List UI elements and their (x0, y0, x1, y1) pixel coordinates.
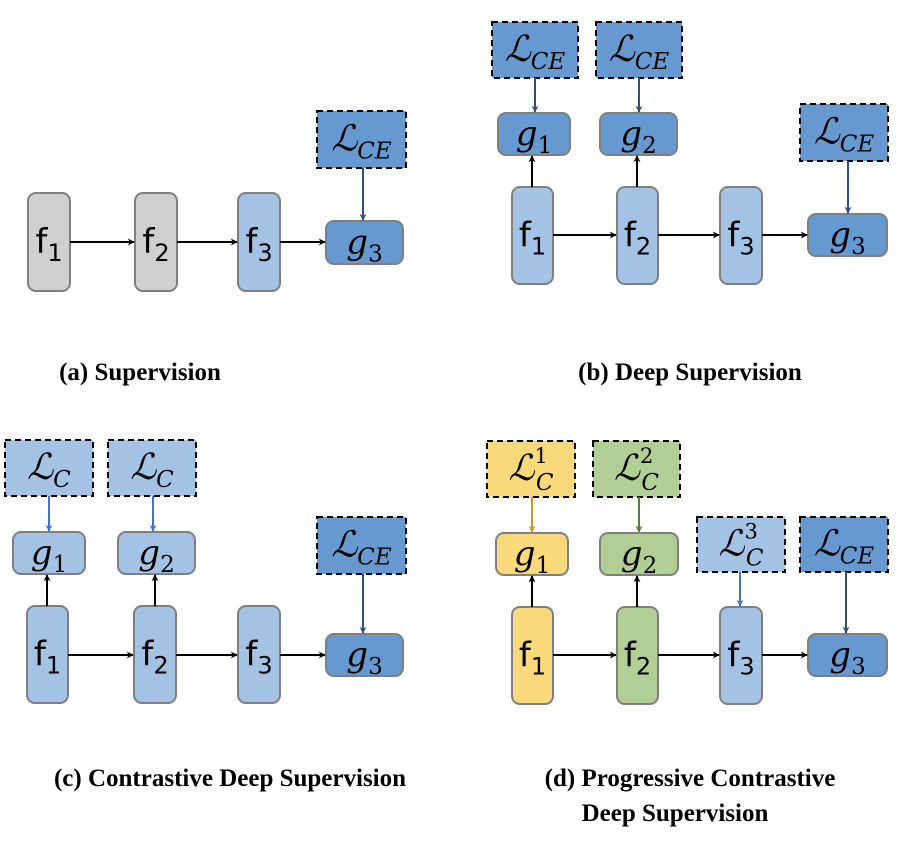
a-g3-label: g3 (346, 223, 382, 268)
d-g2-box (599, 532, 679, 576)
d-g3-box (807, 633, 888, 677)
d-loss-2-label: ℒ2 C (614, 444, 659, 496)
b-f2-label: f2 (624, 216, 651, 261)
b-g2-box (599, 112, 678, 156)
c-g1-box (12, 531, 86, 575)
c-loss-ce-label: ℒCE (331, 525, 392, 571)
b-g2-label: g2 (620, 114, 656, 159)
b-f1-label: f1 (519, 216, 546, 261)
c-f1-label: f1 (34, 635, 61, 680)
b-g3-box (807, 213, 888, 257)
b-f1: f1 (511, 186, 554, 285)
b-loss-1-label: ℒCE (505, 29, 566, 75)
d-loss-ce-box (799, 516, 889, 573)
caption-c: (c) Contrastive Deep Supervision (54, 765, 406, 792)
d-f2: f2 (616, 606, 659, 705)
a-f1-label: f1 (35, 222, 62, 267)
c-loss-1-box (4, 439, 94, 497)
d-loss-1: ℒ1 C (486, 440, 576, 498)
a-f2: f2 (134, 192, 178, 292)
b-loss-1: ℒCE (491, 21, 579, 79)
b-loss-3-box (799, 103, 889, 162)
d-loss-ce-label: ℒCE (814, 524, 875, 570)
b-g1-box (497, 112, 571, 156)
caption-d-line2: Deep Supervision (582, 800, 769, 827)
d-g2: g2 (599, 532, 679, 579)
c-f2-label: f2 (141, 635, 168, 680)
b-f3: f3 (719, 186, 763, 285)
d-g1-box (495, 532, 569, 576)
c-loss-ce: ℒCE (316, 516, 407, 575)
d-f3: f3 (719, 606, 763, 705)
c-g2-label: g2 (138, 533, 174, 578)
a-loss-ce-box (316, 110, 407, 169)
b-g3: g3 (807, 213, 888, 260)
c-f2: f2 (133, 605, 177, 704)
d-g1-label: g1 (514, 534, 550, 579)
c-loss-ce-box (316, 516, 407, 575)
d-loss-2: ℒ2 C (592, 440, 681, 498)
c-loss-1-label: ℒC (27, 447, 71, 493)
d-loss-2-box (592, 440, 681, 498)
d-loss-3-label: ℒ3 C (719, 520, 764, 572)
caption-d-line1: (d) Progressive Contrastive (545, 765, 836, 792)
d-g3-label: g3 (829, 635, 865, 680)
c-g3: g3 (325, 633, 404, 680)
d-f3-label: f3 (727, 636, 754, 681)
b-g2: g2 (599, 112, 678, 159)
c-loss-2-label: ℒC (130, 447, 174, 493)
b-g1-label: g1 (516, 114, 552, 159)
c-f3-label: f3 (245, 635, 272, 680)
d-f2-label: f2 (624, 636, 651, 681)
d-f1-label: f1 (519, 636, 546, 681)
c-loss-2: ℒC (107, 439, 197, 497)
c-g1-label: g1 (31, 533, 67, 578)
c-g1: g1 (12, 531, 86, 578)
caption-a: (a) Supervision (59, 359, 221, 386)
d-g2-label: g2 (621, 534, 657, 579)
a-f1: f1 (27, 192, 71, 292)
b-loss-2-label: ℒCE (609, 29, 670, 75)
c-g2: g2 (117, 531, 196, 578)
a-loss-ce: ℒCE (316, 110, 407, 169)
b-loss-3-label: ℒCE (814, 112, 875, 158)
c-loss-1: ℒC (4, 439, 94, 497)
d-loss-1-label: ℒ1 C (509, 444, 554, 496)
a-f3-label: f3 (245, 222, 272, 267)
d-g1: g1 (495, 532, 569, 579)
c-f3: f3 (237, 605, 281, 704)
b-f2: f2 (616, 186, 659, 285)
d-loss-3: ℒ3 C (696, 516, 786, 573)
b-g1: g1 (497, 112, 571, 159)
c-g2-box (117, 531, 196, 575)
c-g3-box (325, 633, 404, 677)
d-g3: g3 (807, 633, 888, 680)
b-loss-1-box (491, 21, 579, 79)
d-loss-ce: ℒCE (799, 516, 889, 573)
a-f3: f3 (237, 192, 281, 292)
d-loss-3-box (696, 516, 786, 573)
b-g3-label: g3 (829, 215, 865, 260)
a-g3: g3 (325, 220, 404, 268)
b-f3-label: f3 (727, 216, 754, 261)
d-f1: f1 (511, 606, 554, 705)
a-loss-ce-label: ℒCE (331, 119, 392, 165)
b-loss-3: ℒCE (799, 103, 889, 162)
c-loss-2-box (107, 439, 197, 497)
c-g3-label: g3 (346, 635, 382, 680)
a-f2-label: f2 (142, 222, 169, 267)
b-loss-2: ℒCE (595, 21, 683, 79)
b-loss-2-box (595, 21, 683, 79)
d-loss-1-box (486, 440, 576, 498)
c-f1: f1 (26, 605, 69, 704)
a-g3-box (325, 220, 404, 265)
caption-b: (b) Deep Supervision (578, 359, 802, 386)
